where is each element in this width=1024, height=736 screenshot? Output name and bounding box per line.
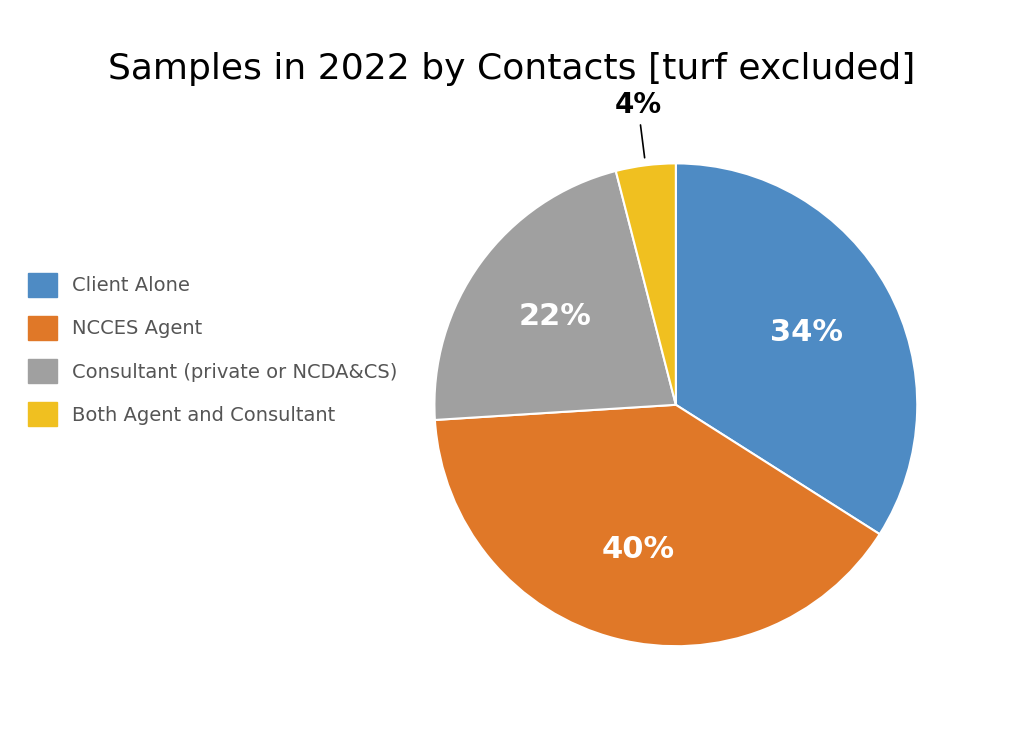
Wedge shape: [434, 171, 676, 420]
Wedge shape: [615, 163, 676, 405]
Wedge shape: [435, 405, 880, 646]
Text: 34%: 34%: [770, 318, 844, 347]
Wedge shape: [676, 163, 918, 534]
Text: 40%: 40%: [602, 535, 675, 565]
Text: 4%: 4%: [614, 91, 662, 158]
Text: 22%: 22%: [518, 302, 591, 331]
Legend: Client Alone, NCCES Agent, Consultant (private or NCDA&CS), Both Agent and Consu: Client Alone, NCCES Agent, Consultant (p…: [28, 273, 397, 426]
Text: Samples in 2022 by Contacts [turf excluded]: Samples in 2022 by Contacts [turf exclud…: [109, 52, 915, 85]
